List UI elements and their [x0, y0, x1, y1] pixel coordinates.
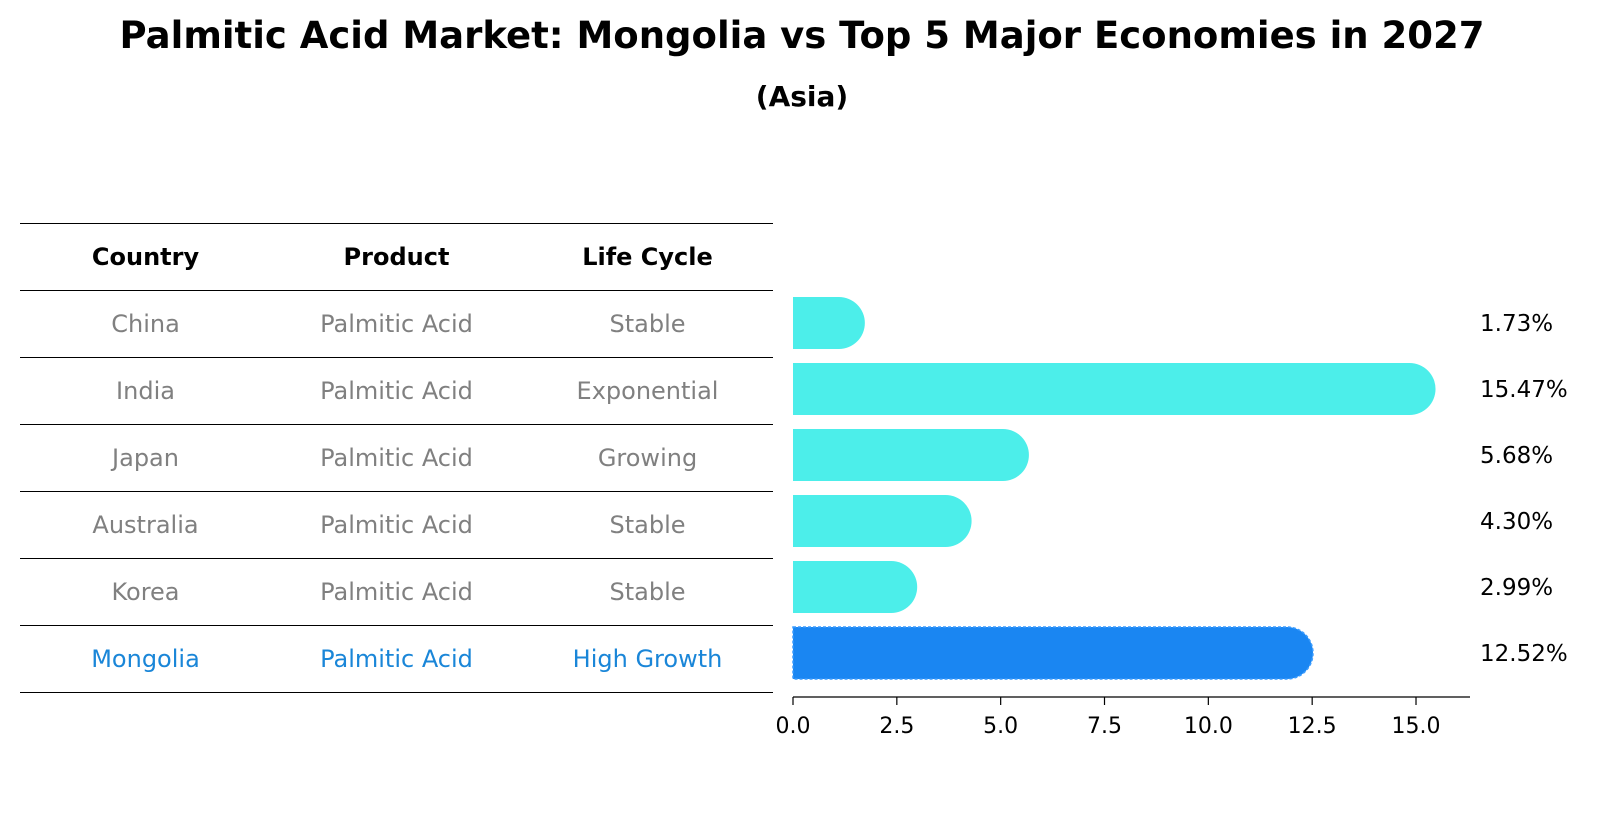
country-cell: Japan	[112, 444, 179, 472]
x-tick-label: 15.0	[1392, 714, 1441, 739]
country-cell: China	[111, 310, 180, 338]
value-label: 15.47%	[1480, 377, 1568, 403]
value-label: 12.52%	[1480, 641, 1568, 667]
country-cell: Mongolia	[91, 645, 200, 673]
country-cell: Korea	[111, 578, 180, 606]
bar-japan	[793, 429, 1029, 481]
x-tick-label: 5.0	[983, 714, 1018, 739]
table-row: China Palmitic Acid Stable	[20, 290, 773, 357]
life-cycle-cell: Stable	[609, 511, 686, 539]
life-cycle-cell: High Growth	[572, 645, 723, 673]
product-cell: Palmitic Acid	[320, 578, 473, 606]
life-cycle-cell: Exponential	[576, 377, 719, 405]
country-cell: Australia	[92, 511, 199, 539]
bar-australia	[793, 495, 972, 547]
value-label: 2.99%	[1480, 575, 1553, 601]
x-tick-label: 2.5	[879, 714, 914, 739]
product-cell: Palmitic Acid	[320, 511, 473, 539]
life-cycle-cell: Growing	[597, 444, 698, 472]
header-life-cycle: Life Cycle	[582, 243, 713, 271]
value-label: 1.73%	[1480, 311, 1553, 337]
chart-title: Palmitic Acid Market: Mongolia vs Top 5 …	[119, 14, 1485, 57]
bar-india	[793, 363, 1436, 415]
country-cell: India	[116, 377, 175, 405]
product-cell: Palmitic Acid	[320, 310, 473, 338]
value-label: 5.68%	[1480, 443, 1553, 469]
product-cell: Palmitic Acid	[320, 377, 473, 405]
chart-subtitle: (Asia)	[755, 80, 849, 113]
bar-mongolia	[792, 626, 1314, 680]
table-row: Australia Palmitic Acid Stable	[20, 491, 773, 558]
table-header-row: Country Product Life Cycle	[20, 223, 773, 290]
product-cell: Palmitic Acid	[320, 444, 473, 472]
table-row-highlight: Mongolia Palmitic Acid High Growth	[20, 625, 773, 693]
bar-china	[793, 297, 865, 349]
header-product: Product	[343, 243, 450, 271]
x-tick-label: 7.5	[1087, 714, 1122, 739]
life-cycle-cell: Stable	[609, 578, 686, 606]
value-label: 4.30%	[1480, 509, 1553, 535]
data-table: Country Product Life Cycle China Palmiti…	[20, 223, 773, 693]
x-tick-label: 0.0	[776, 714, 811, 739]
header-country: Country	[91, 243, 200, 271]
product-cell: Palmitic Acid	[320, 645, 473, 673]
x-tick-label: 12.5	[1288, 714, 1337, 739]
table-row: Japan Palmitic Acid Growing	[20, 424, 773, 491]
table-row: India Palmitic Acid Exponential	[20, 357, 773, 424]
table-row: Korea Palmitic Acid Stable	[20, 558, 773, 625]
life-cycle-cell: Stable	[609, 310, 686, 338]
bar-korea	[793, 561, 918, 613]
x-tick-label: 10.0	[1184, 714, 1233, 739]
